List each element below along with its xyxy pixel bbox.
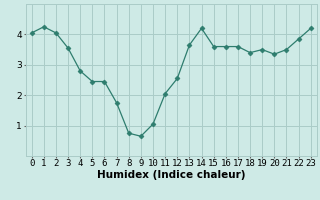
X-axis label: Humidex (Indice chaleur): Humidex (Indice chaleur) [97,170,245,180]
